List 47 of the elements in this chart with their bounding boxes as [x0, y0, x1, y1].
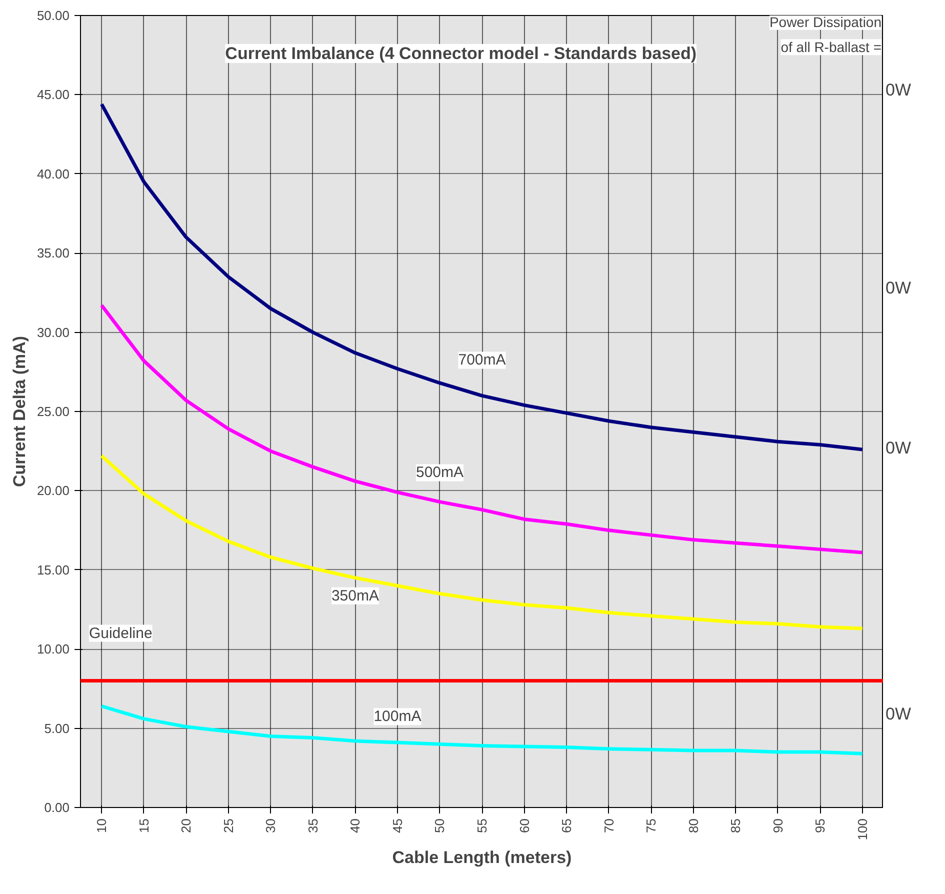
series-label: 100mA — [374, 708, 422, 726]
x-tick-label: 100 — [854, 818, 870, 840]
x-tick-label: 25 — [220, 818, 236, 833]
text: 0W — [886, 80, 911, 100]
line-series — [100, 704, 864, 756]
y-tick-label: 40.00 — [36, 166, 70, 182]
line-series — [100, 304, 864, 554]
ref-line-label: Guideline — [88, 624, 152, 642]
x-tick-label: 70 — [601, 818, 616, 833]
x-tick-label: 90 — [770, 818, 786, 833]
text: 0W — [886, 704, 911, 724]
x-tick-label: 55 — [474, 818, 490, 833]
y-tick-label: 25.00 — [36, 404, 70, 419]
x-tick-label: 50 — [432, 818, 448, 833]
y-tick-label: 20.00 — [36, 483, 70, 498]
x-tick-label: 60 — [516, 818, 532, 833]
y-tick-label: 45.00 — [36, 87, 70, 102]
x-tick-label: 95 — [812, 818, 828, 833]
y-axis-title: Current Delta (mA) — [10, 336, 29, 488]
x-tick-label: 30 — [263, 818, 278, 833]
text: 0W — [886, 438, 911, 458]
x-tick-label: 10 — [94, 818, 110, 833]
x-tick-label: 75 — [644, 818, 659, 833]
series-label: 500mA — [416, 464, 464, 482]
x-axis-title: Cable Length (meters) — [392, 848, 572, 868]
series-label: 350mA — [331, 587, 379, 604]
y-tick-label: 30.00 — [36, 324, 70, 340]
x-tick-label: 80 — [686, 818, 701, 833]
y-tick-label: 5.00 — [44, 720, 70, 736]
annotation: of all R-ballast = — [780, 39, 882, 56]
x-tick-label: 65 — [559, 818, 574, 833]
text: Current Imbalance (4 Connector model - Standards based) — [225, 44, 697, 64]
text: 0W — [886, 278, 911, 298]
x-tick-label: 35 — [305, 818, 320, 833]
x-tick-label: 20 — [178, 818, 194, 833]
y-tick-label: 50.00 — [36, 8, 70, 23]
x-tick-label: 85 — [728, 818, 744, 833]
y-tick-label: 0.00 — [44, 800, 70, 815]
line-series — [100, 102, 864, 452]
series-label: 700mA — [458, 352, 506, 369]
y-tick-label: 35.00 — [36, 246, 70, 261]
annotation: Power Dissipation — [769, 14, 882, 30]
x-tick-label: 15 — [136, 818, 152, 833]
x-tick-label: 40 — [348, 818, 363, 833]
y-tick-label: 10.00 — [36, 642, 70, 657]
x-tick-label: 45 — [390, 818, 405, 833]
y-tick-label: 15.00 — [36, 562, 70, 578]
